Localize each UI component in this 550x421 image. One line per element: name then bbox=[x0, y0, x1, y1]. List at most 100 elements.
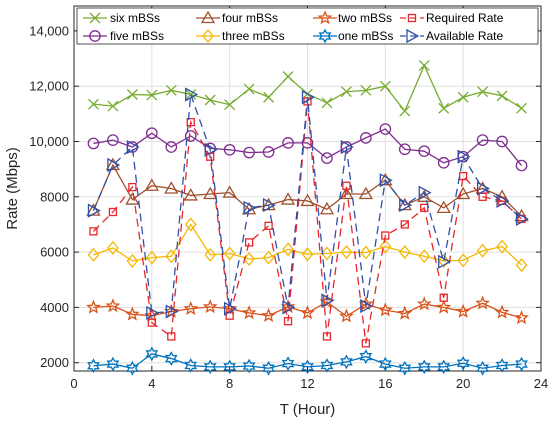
data-point bbox=[300, 305, 315, 320]
data-point bbox=[89, 227, 98, 236]
data-point bbox=[379, 80, 391, 92]
y-axis-label: Rate (Mbps) bbox=[4, 147, 21, 230]
axes: 0 4 8 12 16 20 24 2000 4000 6000 8000 10,000 12,000 1… bbox=[29, 5, 548, 391]
data-point bbox=[418, 145, 431, 158]
data-point bbox=[397, 197, 412, 211]
data-point bbox=[378, 356, 392, 372]
data-point bbox=[283, 317, 293, 326]
data-point bbox=[379, 123, 392, 135]
data-point bbox=[126, 360, 139, 376]
data-point bbox=[301, 90, 315, 105]
data-point bbox=[515, 356, 528, 372]
data-point bbox=[300, 193, 315, 207]
data-point bbox=[87, 98, 99, 110]
data-point bbox=[185, 89, 197, 100]
data-point bbox=[263, 91, 275, 103]
legend-box bbox=[76, 7, 539, 45]
data-point bbox=[320, 358, 334, 373]
data-point bbox=[417, 189, 432, 202]
data-point bbox=[321, 152, 333, 164]
data-point bbox=[418, 249, 431, 264]
data-point bbox=[514, 310, 529, 325]
series-five-mbss bbox=[87, 123, 528, 172]
data-point bbox=[455, 303, 471, 318]
data-point bbox=[146, 305, 160, 321]
data-point bbox=[144, 178, 159, 191]
data-point bbox=[516, 102, 528, 114]
x-tick-label: 0 bbox=[70, 376, 77, 391]
series-line bbox=[93, 353, 522, 369]
data-point bbox=[340, 245, 353, 260]
data-point bbox=[439, 293, 448, 302]
legend-marker bbox=[89, 30, 101, 42]
data-point bbox=[128, 182, 137, 192]
x-tick-label: 8 bbox=[226, 376, 233, 391]
legend-label: three mBSs bbox=[222, 29, 285, 43]
data-point bbox=[280, 192, 296, 205]
data-point bbox=[359, 349, 373, 364]
data-point bbox=[398, 143, 411, 156]
data-point bbox=[224, 99, 236, 111]
data-point bbox=[262, 250, 275, 265]
data-point bbox=[145, 346, 159, 362]
data-point bbox=[494, 304, 510, 319]
y-tick-label: 4000 bbox=[40, 300, 69, 315]
data-point bbox=[321, 246, 333, 261]
series-line bbox=[92, 94, 522, 314]
legend-marker bbox=[317, 10, 333, 25]
data-point bbox=[400, 220, 409, 229]
y-tick-label: 10,000 bbox=[29, 134, 69, 149]
x-axis-label: T (Hour) bbox=[280, 401, 336, 418]
data-point bbox=[183, 301, 199, 316]
data-point bbox=[183, 188, 198, 201]
data-point bbox=[184, 217, 197, 232]
x-tick-label: 4 bbox=[148, 376, 155, 391]
y-tick-label: 2000 bbox=[40, 355, 69, 370]
data-point bbox=[420, 203, 429, 213]
data-point bbox=[417, 359, 431, 375]
data-point bbox=[301, 359, 314, 375]
series-line bbox=[93, 128, 523, 166]
data-point bbox=[87, 358, 100, 374]
series-group bbox=[86, 59, 529, 376]
data-point bbox=[301, 247, 314, 262]
data-point bbox=[399, 105, 411, 117]
data-point bbox=[358, 296, 374, 311]
data-point bbox=[106, 356, 120, 372]
legend-marker bbox=[318, 28, 332, 44]
data-point bbox=[282, 300, 296, 315]
data-point bbox=[340, 86, 352, 98]
data-point bbox=[515, 211, 529, 227]
data-point bbox=[261, 197, 276, 211]
data-point bbox=[165, 84, 177, 96]
x-tick-label: 20 bbox=[456, 376, 470, 391]
data-point bbox=[204, 247, 217, 262]
data-point bbox=[107, 240, 119, 255]
data-point bbox=[358, 186, 373, 200]
data-point bbox=[478, 192, 487, 201]
data-point bbox=[243, 200, 257, 215]
data-point bbox=[222, 185, 237, 198]
data-point bbox=[203, 359, 217, 375]
data-point bbox=[107, 134, 119, 146]
data-point bbox=[204, 142, 218, 157]
data-point bbox=[457, 91, 469, 103]
data-point bbox=[186, 117, 195, 127]
data-point bbox=[379, 239, 392, 254]
data-point bbox=[398, 360, 412, 376]
data-point bbox=[87, 137, 100, 150]
data-point bbox=[165, 304, 179, 319]
y-tick-label: 12,000 bbox=[29, 79, 69, 94]
data-point bbox=[437, 156, 450, 169]
data-point bbox=[339, 308, 354, 323]
data-point bbox=[243, 146, 255, 159]
data-point bbox=[223, 359, 237, 375]
data-point bbox=[477, 86, 489, 98]
x-tick-label: 12 bbox=[300, 376, 314, 391]
data-point bbox=[203, 186, 218, 200]
legend-marker bbox=[89, 12, 101, 24]
data-point bbox=[126, 89, 138, 100]
x-tick-label: 24 bbox=[534, 376, 548, 391]
data-point bbox=[436, 200, 451, 214]
legend-marker bbox=[202, 28, 214, 44]
